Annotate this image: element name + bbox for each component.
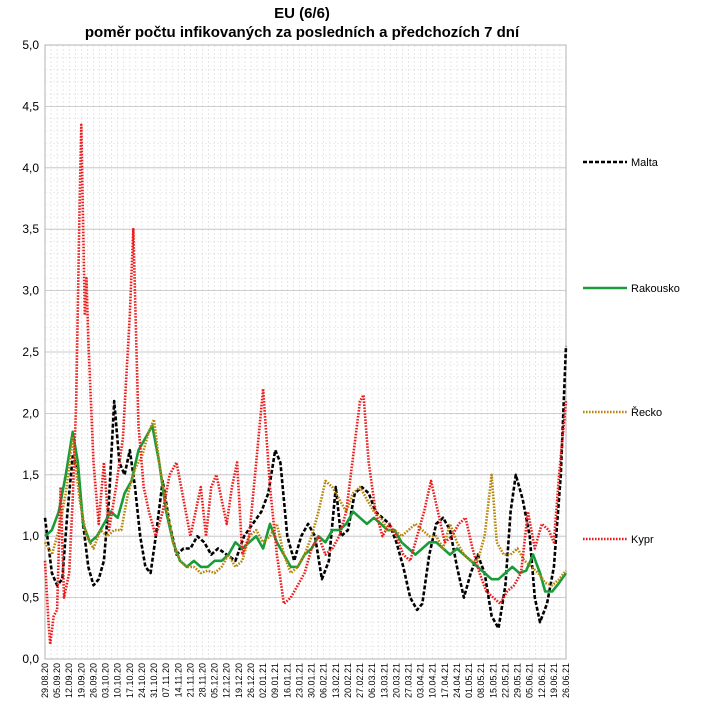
chart-series xyxy=(43,123,568,646)
legend-label: Kypr xyxy=(631,534,654,546)
chart-subtitle: poměr počtu infikovaných za posledních a… xyxy=(85,24,520,41)
x-tick-label: 05.09.20 xyxy=(52,663,62,698)
legend-label: Malta xyxy=(631,157,659,169)
x-tick-label: 31.10.20 xyxy=(149,663,159,698)
x-tick-label: 16.01.21 xyxy=(282,663,292,698)
y-tick-label: 4,0 xyxy=(22,161,39,175)
series-line-3 xyxy=(43,123,568,646)
series-line-0 xyxy=(43,345,568,630)
x-tick-label: 24.10.20 xyxy=(137,663,147,698)
y-tick-label: 2,5 xyxy=(22,345,39,359)
x-tick-label: 30.01.21 xyxy=(307,663,317,698)
y-tick-label: 5,0 xyxy=(22,38,39,52)
x-tick-label: 19.09.20 xyxy=(76,663,86,698)
x-tick-label: 27.02.21 xyxy=(355,663,365,698)
chart-legend: Malta Rakousko Řecko Kypr xyxy=(583,157,680,546)
x-tick-label: 12.06.21 xyxy=(537,663,547,698)
x-tick-label: 10.10.20 xyxy=(113,663,123,698)
x-tick-label: 05.12.20 xyxy=(210,663,220,698)
x-tick-label: 02.01.21 xyxy=(258,663,268,698)
x-tick-label: 28.11.20 xyxy=(198,663,208,697)
y-tick-label: 2,0 xyxy=(22,406,39,420)
x-tick-label: 08.05.21 xyxy=(476,663,486,698)
x-tick-label: 10.04.21 xyxy=(428,663,438,698)
y-tick-label: 3,5 xyxy=(22,222,39,236)
y-tick-label: 0,5 xyxy=(22,591,39,605)
x-tick-label: 17.10.20 xyxy=(125,663,135,698)
x-tick-label: 26.06.21 xyxy=(561,663,571,698)
series-line-2 xyxy=(43,418,568,587)
x-tick-label: 20.03.21 xyxy=(391,663,401,698)
x-tick-label: 14.11.20 xyxy=(173,663,183,697)
y-tick-label: 4,5 xyxy=(22,99,39,113)
x-tick-label: 07.11.20 xyxy=(161,663,171,697)
y-tick-label: 3,0 xyxy=(22,284,39,298)
x-tick-label: 12.12.20 xyxy=(222,663,232,698)
x-tick-label: 26.12.20 xyxy=(246,663,256,698)
chart-title: EU (6/6) xyxy=(274,5,330,22)
chart-grid xyxy=(44,44,567,660)
x-tick-label: 13.02.21 xyxy=(331,663,341,698)
x-tick-label: 26.09.20 xyxy=(88,663,98,698)
y-axis-ticks: 0,0 0,5 1,0 1,5 2,0 2,5 3,0 3,5 4,0 4,5 5,0 xyxy=(22,38,39,666)
x-tick-label: 22.05.21 xyxy=(500,663,510,698)
x-tick-label: 15.05.21 xyxy=(488,663,498,698)
x-axis-ticks: 29.08.20 05.09.20 12.09.20 19.09.20 26.09.20… xyxy=(40,663,571,698)
x-tick-label: 24.04.21 xyxy=(452,663,462,698)
x-tick-label: 17.04.21 xyxy=(440,663,450,698)
x-tick-label: 06.03.21 xyxy=(367,663,377,698)
x-tick-label: 21.11.20 xyxy=(185,663,195,697)
x-tick-label: 01.05.21 xyxy=(464,663,474,698)
legend-label: Rakousko xyxy=(631,283,680,295)
x-tick-label: 20.02.21 xyxy=(343,663,353,698)
x-tick-label: 12.09.20 xyxy=(64,663,74,698)
x-tick-label: 06.02.21 xyxy=(319,663,329,698)
y-tick-label: 1,5 xyxy=(22,468,39,482)
x-tick-label: 29.05.21 xyxy=(513,663,523,698)
x-tick-label: 05.06.21 xyxy=(525,663,535,698)
x-tick-label: 27.03.21 xyxy=(403,663,413,698)
x-tick-label: 03.04.21 xyxy=(416,663,426,698)
legend-label: Řecko xyxy=(631,406,662,419)
x-tick-label: 19.06.21 xyxy=(549,663,559,698)
y-tick-label: 1,0 xyxy=(22,529,39,543)
x-tick-label: 29.08.20 xyxy=(40,663,50,698)
y-tick-label: 0,0 xyxy=(22,652,39,666)
x-tick-label: 09.01.21 xyxy=(270,663,280,698)
x-tick-label: 19.12.20 xyxy=(234,663,244,698)
x-tick-label: 03.10.20 xyxy=(101,663,111,698)
x-tick-label: 23.01.21 xyxy=(294,663,304,698)
x-tick-label: 13.03.21 xyxy=(379,663,389,698)
